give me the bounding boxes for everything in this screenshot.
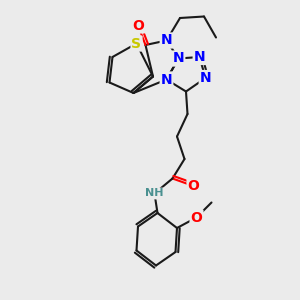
- Text: O: O: [188, 179, 200, 193]
- Text: O: O: [190, 211, 202, 224]
- Text: S: S: [131, 37, 142, 50]
- Text: N: N: [200, 71, 211, 85]
- Text: NH: NH: [145, 188, 164, 199]
- Text: N: N: [194, 50, 205, 64]
- Text: O: O: [132, 19, 144, 32]
- Text: N: N: [161, 34, 172, 47]
- Text: N: N: [161, 73, 172, 86]
- Text: N: N: [173, 52, 184, 65]
